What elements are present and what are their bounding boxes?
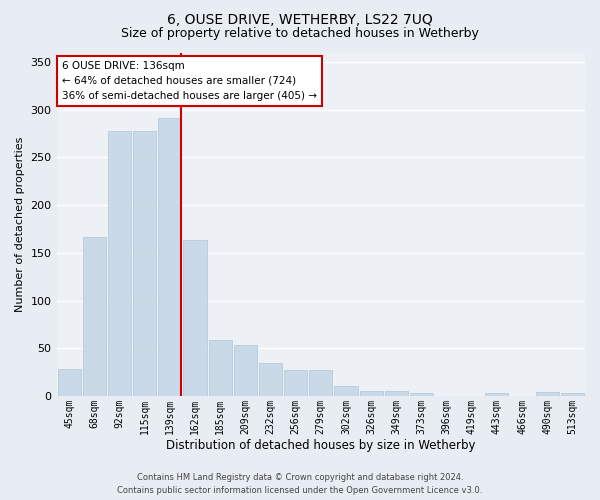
Bar [184, 240, 206, 396]
Bar [485, 393, 508, 396]
Bar [58, 369, 80, 396]
Text: 6, OUSE DRIVE, WETHERBY, LS22 7UQ: 6, OUSE DRIVE, WETHERBY, LS22 7UQ [167, 12, 433, 26]
Bar [334, 386, 358, 396]
Bar [359, 391, 383, 396]
X-axis label: Distribution of detached houses by size in Wetherby: Distribution of detached houses by size … [166, 440, 476, 452]
Text: 6 OUSE DRIVE: 136sqm
← 64% of detached houses are smaller (724)
36% of semi-deta: 6 OUSE DRIVE: 136sqm ← 64% of detached h… [62, 61, 317, 100]
Bar [385, 391, 408, 396]
Y-axis label: Number of detached properties: Number of detached properties [15, 136, 25, 312]
Bar [284, 370, 307, 396]
Bar [410, 393, 433, 396]
Bar [209, 340, 232, 396]
Text: Contains HM Land Registry data © Crown copyright and database right 2024.
Contai: Contains HM Land Registry data © Crown c… [118, 473, 482, 495]
Bar [536, 392, 559, 396]
Bar [259, 364, 282, 396]
Bar [158, 118, 181, 396]
Bar [133, 130, 156, 396]
Bar [108, 130, 131, 396]
Bar [309, 370, 332, 396]
Bar [234, 346, 257, 396]
Bar [83, 236, 106, 396]
Bar [561, 393, 584, 396]
Text: Size of property relative to detached houses in Wetherby: Size of property relative to detached ho… [121, 28, 479, 40]
